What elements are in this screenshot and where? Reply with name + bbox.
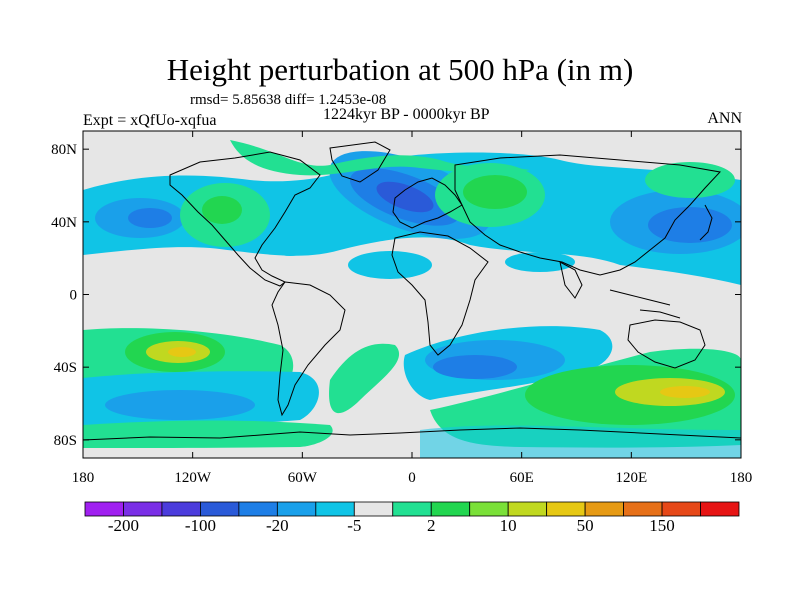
- colorbar-swatch: [430, 501, 471, 517]
- colorbar-swatch: [123, 501, 163, 517]
- colorbar-swatch: [507, 501, 548, 517]
- colorbar-swatch: [353, 501, 394, 517]
- colorbar-swatch: [276, 501, 317, 517]
- lon-tick-label: 180: [72, 470, 95, 486]
- coast-india: [559, 261, 583, 299]
- colorbar-swatch: [315, 501, 355, 517]
- lon-tick-label: 60E: [510, 470, 534, 486]
- colorbar-swatch: [584, 501, 624, 517]
- coast-greenland: [329, 141, 391, 183]
- contour-teal-tropical-atlantic: [348, 251, 432, 279]
- colorbar: [84, 501, 740, 517]
- contour-green-sh-atlantic: [329, 343, 400, 414]
- coast-japan: [699, 204, 713, 241]
- lon-tick-label: 180: [730, 470, 753, 486]
- season-label: ANN: [707, 110, 742, 127]
- contour-green-nwpacific: [645, 162, 735, 198]
- coast-africa: [391, 231, 489, 356]
- coast-asia: [454, 154, 721, 276]
- colorbar-label: 150: [649, 516, 675, 535]
- colorbar-label: -200: [107, 516, 140, 535]
- coast-indonesia: [609, 289, 681, 319]
- coast-antarctica: [83, 427, 741, 441]
- colorbar-label: -5: [347, 516, 362, 535]
- colorbar-swatch: [546, 501, 586, 517]
- colorbar-label: 50: [576, 516, 594, 535]
- colorbar-label: 10: [499, 516, 517, 535]
- contour-deepblue-sh-indian: [433, 355, 517, 379]
- coast-north-america: [169, 151, 321, 287]
- contour-gold-sh-pacific: [168, 347, 196, 357]
- colorbar-swatch: [469, 501, 509, 517]
- stats-line: rmsd= 5.85638 diff= 1.2453e-08: [190, 92, 387, 108]
- lat-tick-label: 80N: [51, 142, 77, 158]
- latitude-axis: 80N 40N 0 40S 80S: [51, 142, 741, 449]
- period-label: 1224kyr BP - 0000kyr BP: [323, 106, 490, 123]
- lon-tick-label: 60W: [288, 470, 318, 486]
- contour-gold-sh-australia: [660, 386, 710, 398]
- contour-teal-tropical-america: [272, 240, 308, 256]
- colorbar-swatch: [700, 501, 740, 517]
- colorbar-label: 2: [426, 516, 436, 535]
- coast-australia: [627, 319, 706, 369]
- contour-deepblue-asia: [648, 207, 732, 243]
- contour-darkblue-europe: [376, 181, 434, 213]
- lon-tick-label: 120W: [174, 470, 212, 486]
- colorbar-swatch: [392, 501, 432, 517]
- colorbar-label: -20: [266, 516, 289, 535]
- coast-europe: [392, 177, 463, 229]
- colorbar-swatch: [161, 501, 201, 517]
- contour-blue-sh-pacific-low: [105, 390, 255, 420]
- colorbar-swatch: [238, 501, 278, 517]
- lon-tick-label: 120E: [615, 470, 647, 486]
- contour-green-antarctic-west: [83, 420, 333, 448]
- colorbar-swatch: [200, 501, 240, 517]
- lon-tick-label: 0: [408, 470, 416, 486]
- coastlines: [83, 141, 741, 441]
- contour-deepblue-pacific: [128, 208, 172, 228]
- map-title: Height perturbation at 500 hPa (in m): [166, 52, 634, 87]
- coast-south-america: [271, 281, 346, 417]
- contour-teal-arabia: [505, 252, 575, 272]
- lat-tick-label: 40N: [51, 215, 77, 231]
- colorbar-swatch: [661, 501, 701, 517]
- colorbar-swatch: [623, 501, 663, 517]
- experiment-label: Expt = xQfUo-xqfua: [83, 112, 217, 129]
- lat-tick-label: 80S: [54, 433, 77, 449]
- contour-fields: [83, 140, 741, 458]
- longitude-axis: 180 120W 60W 0 60E 120E 180: [72, 131, 753, 486]
- lat-tick-label: 0: [70, 288, 78, 304]
- contour-lightgreen-siberia: [463, 175, 527, 209]
- colorbar-label: -100: [184, 516, 216, 535]
- colorbar-swatch: [84, 501, 124, 517]
- contour-lime-nepacific: [202, 196, 242, 224]
- lat-tick-label: 40S: [54, 360, 77, 376]
